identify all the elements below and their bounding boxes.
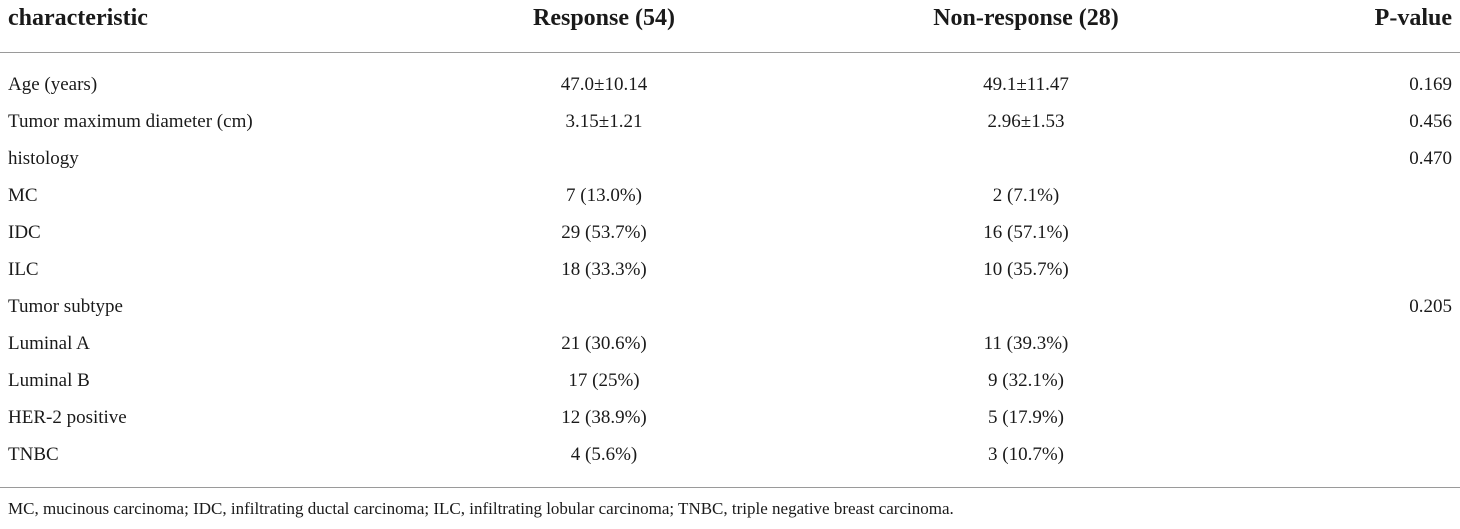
cell-characteristic: HER-2 positive [8,407,127,428]
cell-non-response: 16 (57.1%) [983,222,1069,243]
cell-non-response: 49.1±11.47 [983,74,1069,95]
cell-response: 7 (13.0%) [566,185,642,206]
cell-characteristic: Luminal B [8,370,90,391]
cell-characteristic: Tumor subtype [8,296,123,317]
cell-non-response: 2 (7.1%) [992,185,1060,206]
cell-response: 47.0±10.14 [560,74,648,95]
header-p-value: P-value [1374,5,1452,31]
cell-p-value: 0.205 [1409,296,1452,317]
cell-characteristic: histology [8,148,79,169]
cell-response: 4 (5.6%) [570,444,638,465]
cell-response: 18 (33.3%) [561,259,647,280]
cell-response: 21 (30.6%) [561,333,647,354]
table-row: histology 0.470 [0,140,1460,177]
table-row: HER-2 positive 12 (38.9%) 5 (17.9%) [0,399,1460,436]
cell-p-value: 0.456 [1409,111,1452,132]
cell-non-response: 2.96±1.53 [987,111,1065,132]
cell-non-response: 10 (35.7%) [983,259,1069,280]
cell-response: 29 (53.7%) [561,222,647,243]
cell-p-value: 0.169 [1409,74,1452,95]
header-non-response: Non-response (28) [933,5,1119,31]
cell-characteristic: ILC [8,259,39,280]
header-response: Response (54) [533,5,675,31]
table-row: Tumor maximum diameter (cm) 3.15±1.21 2.… [0,103,1460,140]
table-row: MC 7 (13.0%) 2 (7.1%) [0,177,1460,214]
table-row: TNBC 4 (5.6%) 3 (10.7%) [0,436,1460,473]
table-top-rule [0,52,1460,53]
table-row: Luminal A 21 (30.6%) 11 (39.3%) [0,325,1460,362]
table-row: ILC 18 (33.3%) 10 (35.7%) [0,251,1460,288]
table-header-row: characteristic Response (54) Non-respons… [0,0,1460,40]
table-row: IDC 29 (53.7%) 16 (57.1%) [0,214,1460,251]
table-footnote: MC, mucinous carcinoma; IDC, infiltratin… [8,499,954,518]
cell-response: 12 (38.9%) [561,407,647,428]
table-row: Age (years) 47.0±10.14 49.1±11.47 0.169 [0,66,1460,103]
cell-response: 17 (25%) [568,370,640,391]
table-row: Tumor subtype 0.205 [0,288,1460,325]
cell-characteristic: Luminal A [8,333,90,354]
header-characteristic: characteristic [8,5,148,31]
cell-characteristic: Tumor maximum diameter (cm) [8,111,253,132]
cell-characteristic: MC [8,185,38,206]
cell-characteristic: TNBC [8,444,59,465]
table-bottom-rule [0,487,1460,488]
cell-response: 3.15±1.21 [565,111,643,132]
cell-characteristic: Age (years) [8,74,98,95]
cell-non-response: 9 (32.1%) [988,370,1064,391]
cell-non-response: 5 (17.9%) [988,407,1064,428]
cell-characteristic: IDC [8,222,41,243]
cell-p-value: 0.470 [1409,148,1452,169]
table-row: Luminal B 17 (25%) 9 (32.1%) [0,362,1460,399]
cell-non-response: 3 (10.7%) [988,444,1064,465]
cell-non-response: 11 (39.3%) [983,333,1069,354]
